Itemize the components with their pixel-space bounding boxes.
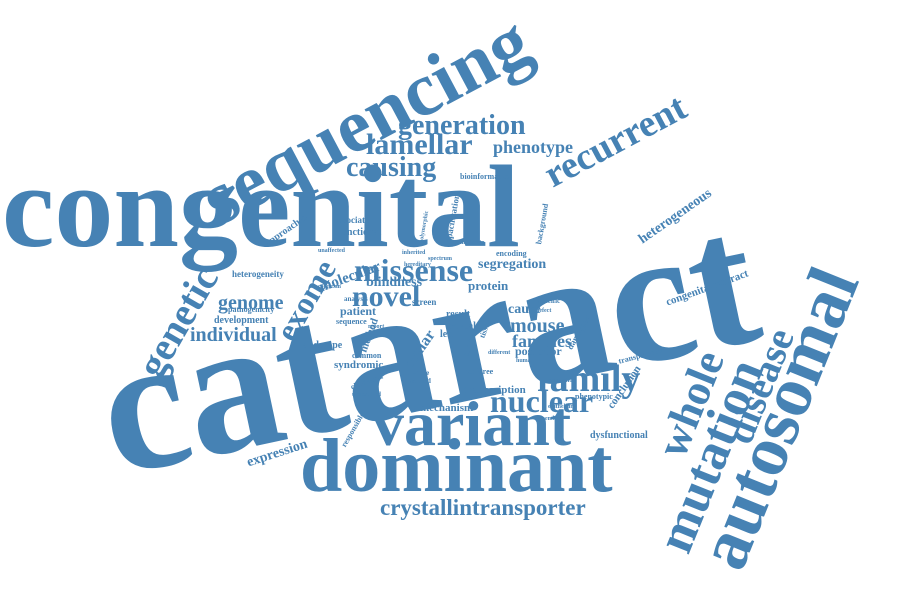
word-segregation: segregation [478,257,547,272]
word-unaffected: unaffected [318,248,345,254]
word-pedigree: pedigree [464,367,494,376]
word-variant: variant [372,388,572,459]
word-dominant: dominant [300,424,613,508]
word-patient: patient [340,304,376,318]
word-syndromic: syndromic [334,359,384,371]
word-pathogenicity: pathogenicity [228,305,275,314]
word-analysis: analysis [344,295,368,303]
word-connexin: connexin [318,284,342,290]
word-human: human [516,358,535,364]
word-congenital: congenital [2,141,520,272]
word-transcription: transcription [464,384,526,396]
word-moderate: moderate [460,240,485,246]
word-posterior: posterior [515,344,562,358]
word-lamellar: lamellar [366,128,473,161]
word-blindness: blindness [366,275,423,290]
word-inherited: inherited [402,250,426,256]
word-family: family [537,358,641,400]
word-feature: feature [408,369,430,377]
word-unspecified: unspecified [352,392,382,398]
word-novel: novel [352,280,421,313]
word-development: development [214,315,269,326]
word-different: different [488,350,511,356]
word-associated: associated [335,215,374,225]
word-hereditary: hereditary [404,262,431,268]
word-result: result [446,309,471,320]
word-mouse: mouse [510,315,565,337]
word-defect: defect [536,308,552,314]
word-phenotypic: phenotypic [575,392,613,401]
word-cause: cause [508,302,541,317]
word-population: population [548,378,576,384]
word-heterogeneity: heterogeneity [232,269,284,279]
word-causing: causing [346,152,437,183]
word-screen: screen [412,297,437,307]
word-crystallintransporter: crystallintransporter [380,495,586,520]
word-epithelium: epithelium [548,404,576,410]
word-mechanism: mechanism [420,402,474,414]
word-generation: generation [398,110,526,141]
word-isolated: isolated [408,377,431,385]
word-genome: genome [218,292,284,314]
word-protein: protein [468,278,509,293]
word-phenotype: phenotype [493,137,574,157]
word-spectrum: spectrum [428,256,452,262]
word-bioinformatics: bioinformatics [460,172,510,181]
word-encoding: encoding [496,249,527,258]
word-dysfunctional: dysfunctional [590,430,648,441]
word-reveal: reveal [450,321,476,332]
word-member: member [540,416,562,422]
word-report: report [368,324,385,330]
word-sequence: sequence [336,317,367,326]
word-individual: individual [190,324,277,346]
word-common: common [352,351,382,360]
word-landscape: landscape [300,340,343,351]
word-junctional: junctional [338,227,382,238]
word-len: len [440,329,453,340]
word-nuclear: nuclear [490,383,594,419]
word-families: families [512,331,572,351]
word-missense: missense [354,252,474,288]
word-specific: specific [538,297,561,305]
